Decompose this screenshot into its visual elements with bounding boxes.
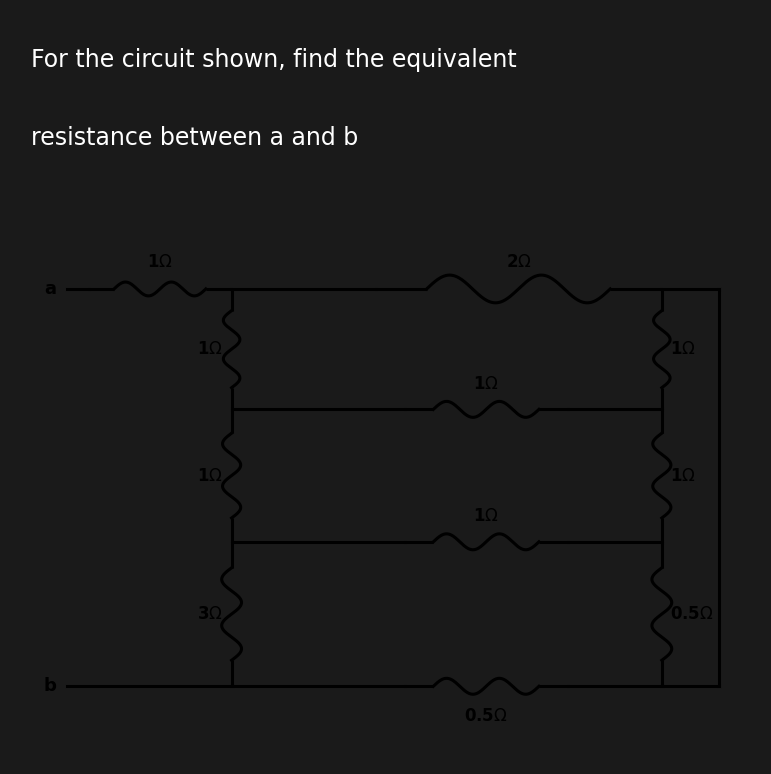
Text: 2$\Omega$: 2$\Omega$	[506, 253, 531, 271]
Text: 0.5$\Omega$: 0.5$\Omega$	[671, 605, 714, 623]
Text: 1$\Omega$: 1$\Omega$	[671, 340, 696, 358]
Text: 1$\Omega$: 1$\Omega$	[147, 253, 173, 271]
Text: 1$\Omega$: 1$\Omega$	[473, 507, 499, 525]
Text: 1$\Omega$: 1$\Omega$	[473, 375, 499, 392]
Text: a: a	[44, 280, 56, 298]
Text: b: b	[43, 677, 56, 695]
Text: 1$\Omega$: 1$\Omega$	[197, 467, 223, 485]
Text: 1$\Omega$: 1$\Omega$	[671, 467, 696, 485]
Text: For the circuit shown, find the equivalent: For the circuit shown, find the equivale…	[31, 48, 517, 72]
Text: 1$\Omega$: 1$\Omega$	[197, 340, 223, 358]
Text: 0.5$\Omega$: 0.5$\Omega$	[464, 707, 508, 725]
Text: 3$\Omega$: 3$\Omega$	[197, 605, 223, 623]
Text: resistance between a and b: resistance between a and b	[31, 125, 358, 149]
